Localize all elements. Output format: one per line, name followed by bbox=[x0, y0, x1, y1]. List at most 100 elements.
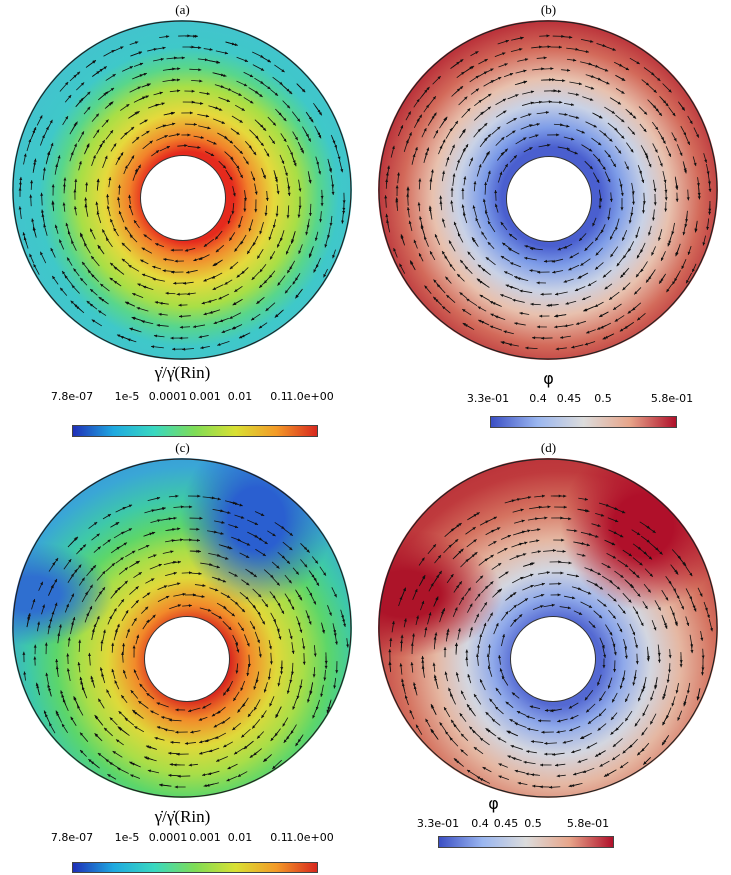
flow-arrowhead bbox=[160, 57, 164, 61]
flow-arrowhead bbox=[138, 51, 143, 55]
flow-arrowhead bbox=[290, 730, 294, 734]
flow-arrowhead bbox=[679, 664, 683, 668]
flow-arrowhead bbox=[513, 604, 517, 608]
flow-arrowhead bbox=[306, 225, 310, 229]
flow-arrowhead bbox=[107, 514, 111, 517]
flow-arrowhead bbox=[305, 231, 309, 236]
flow-arrowhead bbox=[601, 644, 605, 649]
flow-arrowhead bbox=[547, 45, 551, 49]
flow-arrowhead bbox=[509, 233, 513, 237]
flow-arrowhead bbox=[258, 325, 263, 329]
flow-arrowhead bbox=[544, 752, 548, 756]
flow-arrowhead bbox=[184, 741, 189, 745]
flow-arrowhead bbox=[459, 713, 463, 717]
flow-arrowhead bbox=[177, 67, 181, 71]
flow-arrowhead bbox=[510, 262, 514, 266]
flow-arrowhead bbox=[102, 629, 106, 633]
flow-arrowhead bbox=[131, 155, 135, 159]
flow-arrowhead bbox=[650, 721, 654, 725]
flow-arrowhead bbox=[439, 722, 443, 726]
flow-arrowhead bbox=[603, 603, 607, 607]
tick-label: 7.8e-07 bbox=[50, 831, 94, 844]
flow-arrowhead bbox=[151, 531, 156, 535]
flow-arrowhead bbox=[659, 280, 663, 284]
flow-arrowhead bbox=[192, 593, 196, 597]
flow-arrowhead bbox=[175, 494, 179, 498]
flow-arrowhead bbox=[526, 750, 530, 754]
flow-arrowhead bbox=[287, 192, 291, 196]
flow-arrowhead bbox=[299, 597, 303, 601]
panel-b: (b) φ 3.3e-01 0.4 0.45 0.5 5.8e-01 bbox=[366, 0, 731, 437]
flow-arrowhead bbox=[604, 68, 609, 72]
flow-arrowhead bbox=[102, 229, 106, 233]
flow-arrowhead bbox=[552, 549, 556, 553]
flow-arrowhead bbox=[563, 494, 567, 498]
flow-arrowhead bbox=[551, 259, 556, 263]
flow-arrowhead bbox=[196, 549, 200, 553]
flow-arrowhead bbox=[59, 239, 62, 243]
flow-arrowhead bbox=[124, 718, 129, 722]
flow-arrowhead bbox=[597, 158, 601, 162]
flow-arrowhead bbox=[686, 690, 690, 694]
flow-arrowhead bbox=[599, 115, 603, 119]
flow-arrowhead bbox=[411, 633, 415, 637]
flow-arrowhead bbox=[155, 243, 159, 246]
flow-arrowhead bbox=[544, 708, 549, 712]
flow-arrowhead bbox=[109, 762, 113, 766]
flow-arrowhead bbox=[625, 166, 629, 170]
flow-arrowhead bbox=[702, 242, 706, 246]
flow-arrowhead bbox=[566, 147, 570, 151]
flow-arrowhead bbox=[287, 269, 291, 274]
flow-arrowhead bbox=[91, 255, 95, 260]
flow-arrowhead bbox=[629, 744, 633, 748]
flow-arrowhead bbox=[231, 211, 235, 215]
flow-arrowhead bbox=[224, 281, 228, 285]
flow-arrowhead bbox=[251, 276, 255, 280]
flow-arrowhead bbox=[318, 135, 322, 139]
flow-arrowhead bbox=[406, 187, 410, 191]
flow-arrowhead bbox=[400, 235, 404, 239]
flow-arrowhead bbox=[175, 730, 179, 734]
flow-arrowhead bbox=[655, 108, 659, 112]
flow-arrowhead bbox=[233, 302, 237, 305]
flow-arrowhead bbox=[597, 77, 602, 81]
flow-arrowhead bbox=[297, 214, 301, 218]
flow-arrowhead bbox=[682, 561, 686, 566]
flow-arrowhead bbox=[111, 563, 115, 567]
flow-arrowhead bbox=[664, 625, 668, 629]
flow-arrowhead bbox=[476, 613, 479, 618]
flow-arrowhead bbox=[152, 614, 156, 618]
flow-arrowhead bbox=[73, 697, 77, 701]
flow-arrowhead bbox=[315, 706, 319, 711]
flow-arrowhead bbox=[635, 273, 639, 278]
flow-arrowhead bbox=[151, 345, 155, 349]
flow-arrowhead bbox=[545, 111, 549, 114]
flow-arrowhead bbox=[252, 626, 256, 630]
flow-arrowhead bbox=[538, 100, 543, 104]
flow-arrowhead bbox=[446, 628, 450, 632]
flow-arrowhead bbox=[636, 255, 640, 259]
flow-arrowhead bbox=[607, 216, 611, 221]
flow-arrowhead bbox=[657, 77, 661, 81]
flow-arrowhead bbox=[498, 775, 502, 779]
flow-arrowhead bbox=[124, 301, 129, 305]
flow-arrowhead bbox=[482, 767, 486, 770]
flow-arrowhead bbox=[650, 697, 654, 701]
flow-arrowhead bbox=[40, 251, 43, 256]
flow-arrowhead bbox=[276, 582, 280, 586]
flow-arrowhead bbox=[162, 46, 166, 50]
flow-arrowhead bbox=[701, 655, 705, 659]
flow-arrowhead bbox=[484, 181, 488, 186]
flow-arrowhead bbox=[259, 230, 263, 235]
flow-arrowhead bbox=[244, 59, 249, 62]
flow-arrowhead bbox=[631, 201, 635, 205]
flow-arrowhead bbox=[648, 276, 652, 280]
flow-arrowhead bbox=[517, 781, 521, 785]
flow-arrowhead bbox=[214, 588, 219, 592]
flow-arrowhead bbox=[235, 670, 239, 674]
flow-arrowhead bbox=[136, 307, 140, 310]
flow-arrowhead bbox=[121, 242, 126, 246]
flow-arrowhead bbox=[333, 629, 337, 634]
flow-arrowhead bbox=[238, 224, 242, 228]
flow-arrowhead bbox=[113, 266, 118, 270]
